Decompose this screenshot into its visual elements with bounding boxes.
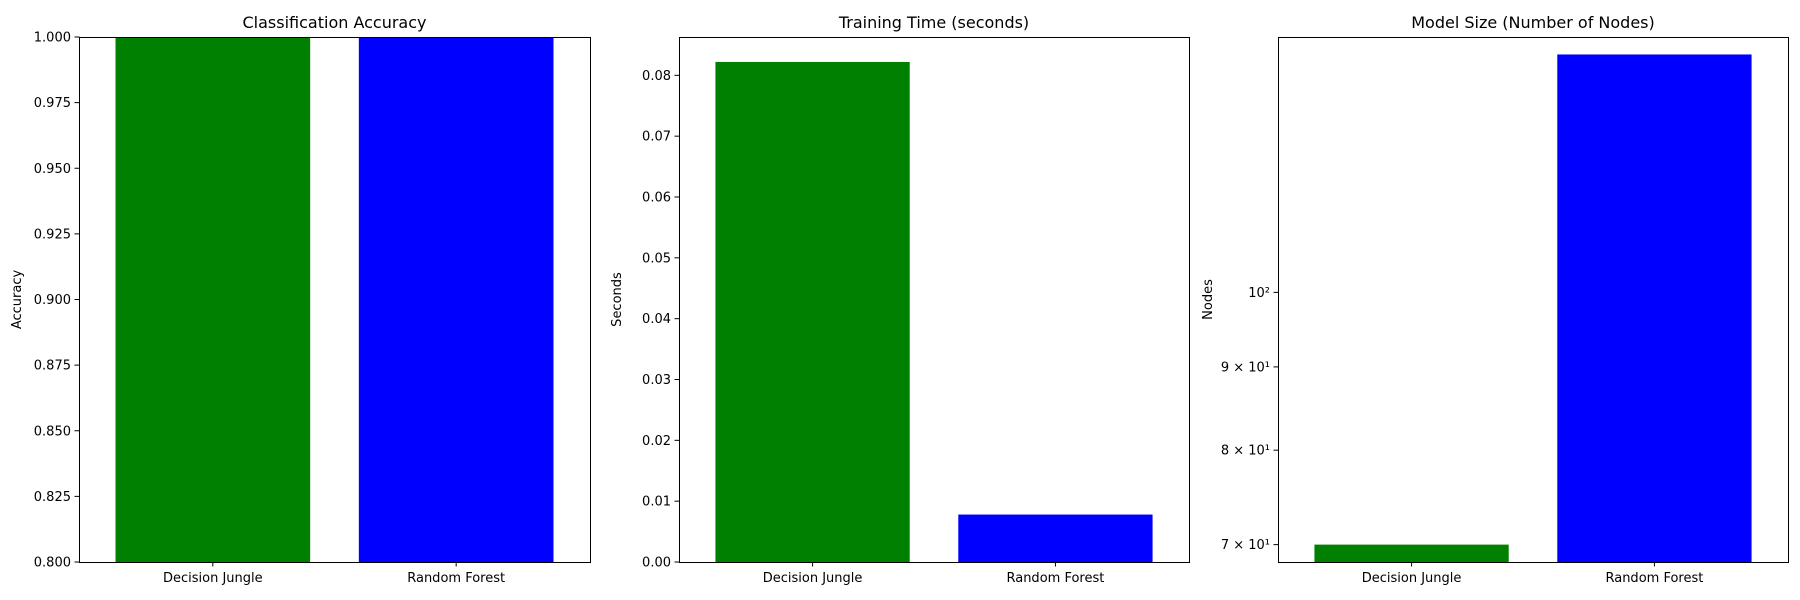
y-tick-label: 0.05 bbox=[642, 251, 671, 266]
y-tick-label: 0.01 bbox=[642, 495, 671, 510]
y-tick-label: 0.03 bbox=[642, 373, 671, 388]
training-time-panel: Training Time (seconds) Seconds Decision… bbox=[610, 13, 1190, 586]
y-tick-label: 0.00 bbox=[642, 556, 671, 571]
bar-decision-jungle bbox=[715, 61, 910, 562]
plot-frame bbox=[1278, 37, 1789, 563]
bar-random-forest bbox=[958, 514, 1153, 562]
y-tick-label: 0.900 bbox=[34, 293, 71, 308]
plot-frame bbox=[679, 37, 1190, 563]
y-tick-label: 0.06 bbox=[642, 190, 671, 205]
x-tick-label: Decision Jungle bbox=[763, 571, 863, 586]
y-tick-label: 0.02 bbox=[642, 434, 671, 449]
x-tick-label: Random Forest bbox=[1605, 571, 1703, 586]
y-tick-label: 10² bbox=[1248, 286, 1270, 301]
y-tick-label: 0.800 bbox=[34, 556, 71, 571]
y-axis-label: Accuracy bbox=[10, 270, 25, 330]
y-tick-label: 0.950 bbox=[34, 162, 71, 177]
y-tick-label: 0.07 bbox=[642, 130, 671, 145]
accuracy-panel: Classification Accuracy Accuracy Decisio… bbox=[10, 13, 591, 586]
y-tick-label: 0.975 bbox=[34, 96, 71, 111]
y-tick-label: 8 × 10¹ bbox=[1221, 444, 1270, 459]
y-axis-label: Seconds bbox=[610, 272, 625, 327]
y-tick-label: 0.925 bbox=[34, 227, 71, 242]
bar-decision-jungle bbox=[1314, 544, 1509, 562]
chart-title: Classification Accuracy bbox=[243, 13, 427, 32]
bar-decision-jungle bbox=[115, 37, 311, 562]
bar-random-forest bbox=[1557, 54, 1752, 562]
y-axis-label: Nodes bbox=[1201, 279, 1216, 320]
y-tick-label: 0.04 bbox=[642, 312, 671, 327]
x-tick-label: Decision Jungle bbox=[163, 571, 263, 586]
chart-title: Training Time (seconds) bbox=[838, 13, 1029, 32]
y-tick-label: 0.875 bbox=[34, 359, 71, 374]
y-tick-label: 0.825 bbox=[34, 490, 71, 505]
y-tick-label: 9 × 10¹ bbox=[1221, 360, 1270, 375]
y-tick-label: 1.000 bbox=[34, 31, 71, 46]
y-tick-label: 0.08 bbox=[642, 69, 671, 84]
x-tick-label: Random Forest bbox=[407, 571, 505, 586]
x-tick-label: Random Forest bbox=[1006, 571, 1104, 586]
bar-random-forest bbox=[358, 37, 554, 562]
y-tick-label: 7 × 10¹ bbox=[1221, 538, 1270, 553]
y-tick-label: 0.850 bbox=[34, 424, 71, 439]
model-size-panel: Model Size (Number of Nodes) Nodes Decis… bbox=[1201, 13, 1789, 586]
x-tick-label: Decision Jungle bbox=[1362, 571, 1462, 586]
chart-title: Model Size (Number of Nodes) bbox=[1411, 13, 1655, 32]
